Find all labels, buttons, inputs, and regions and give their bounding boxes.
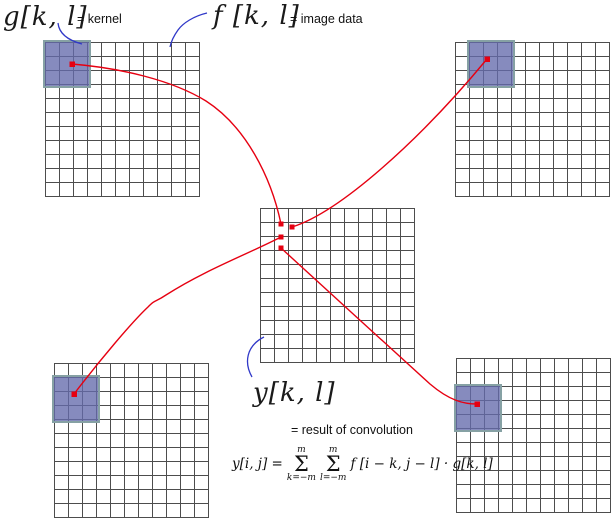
convolution-formula: y[i, j] = m Σ k=−m m Σ l=−m f [i − k, j …	[230, 446, 495, 483]
formula-sum-k-lower: k=−m	[286, 472, 316, 483]
formula-sum-l-lower: l=−m	[319, 472, 347, 483]
kernel-overlay-bottom-left	[52, 375, 100, 423]
image-grid-bottom-left	[52, 363, 209, 518]
image-grid-top-right	[455, 40, 610, 197]
kernel-math-label: g[k, l]	[3, 2, 88, 32]
kernel-overlay-top-left	[43, 40, 91, 88]
image-grid-top-left	[43, 40, 200, 197]
kernel-overlay-bottom-right	[454, 384, 502, 432]
image-grid-bottom-right	[454, 358, 611, 513]
sigma-icon: Σ	[325, 452, 341, 476]
image-desc-label: = image data	[290, 12, 363, 26]
result-grid-center	[260, 208, 415, 363]
result-desc-label: = result of convolution	[291, 423, 413, 437]
formula-sum-k: m Σ k=−m	[287, 446, 316, 483]
result-math-label: y[k, l]	[253, 378, 336, 408]
sigma-icon: Σ	[293, 452, 309, 476]
formula-rhs: f [i − k, j − l] · g[k, l]	[350, 456, 493, 473]
kernel-overlay-top-right	[467, 40, 515, 88]
formula-sum-l-upper: m	[328, 445, 338, 455]
formula-sum-l: m Σ l=−m	[320, 446, 347, 483]
formula-sum-k-upper: m	[297, 445, 306, 455]
image-math-label: f [k, l]	[213, 1, 300, 31]
formula-lhs: y[i, j] =	[232, 456, 283, 473]
kernel-desc-label: = kernel	[77, 12, 122, 26]
